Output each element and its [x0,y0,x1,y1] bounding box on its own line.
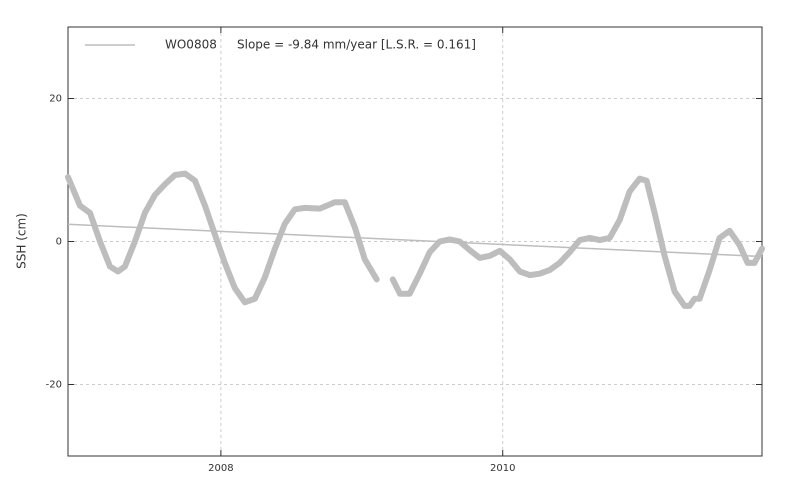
legend-label: WO0808 [165,38,217,52]
trend-line [67,223,763,258]
y-tick-label: 20 [49,94,62,105]
y-tick-label: -20 [46,380,62,391]
data-line [65,170,765,309]
plot-frame [67,26,763,457]
x-tick-label: 2008 [208,463,233,474]
y-axis-label: SSH (cm) [15,213,29,269]
annotation: Slope = -9.84 mm/year [L.S.R. = 0.161] [237,38,476,52]
y-tick-label: 0 [56,237,62,248]
x-tick-label: 2010 [490,463,515,474]
